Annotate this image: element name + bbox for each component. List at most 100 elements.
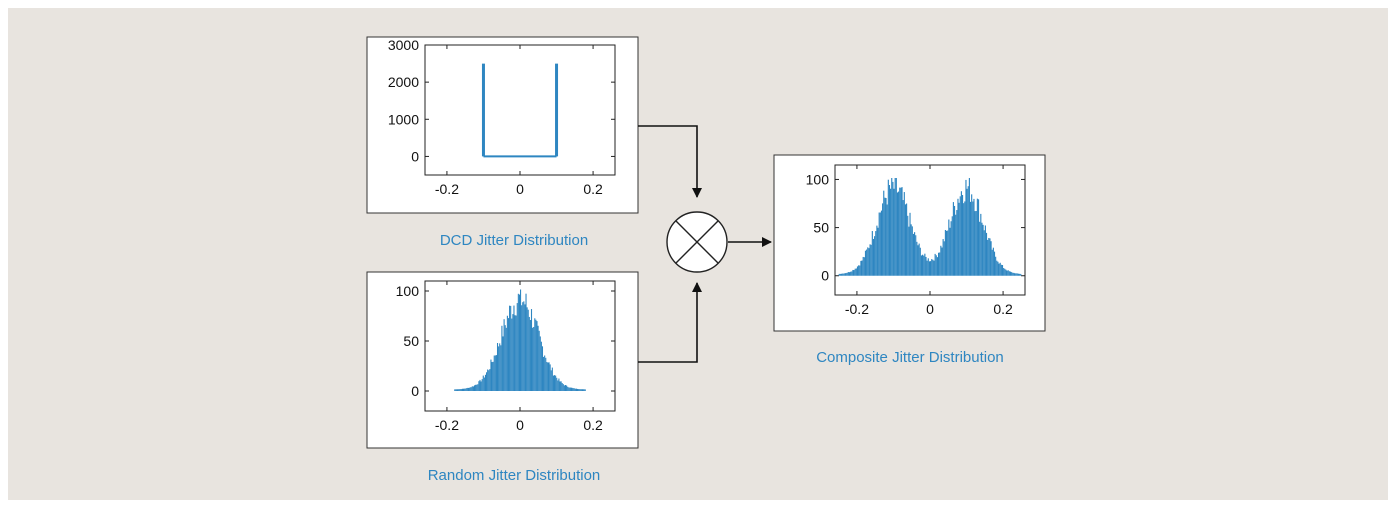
- random-histogram-bar: [516, 303, 518, 391]
- random-histogram-bar: [481, 379, 483, 391]
- random-histogram-bar: [504, 325, 506, 391]
- composite-histogram-bar: [869, 244, 871, 276]
- composite-histogram-bar: [1011, 272, 1013, 276]
- random-ytick-label: 0: [411, 383, 419, 399]
- random-histogram-bar: [486, 372, 488, 391]
- random-histogram-bar: [514, 315, 516, 391]
- composite-histogram-bar: [933, 260, 935, 276]
- composite-histogram-bar: [887, 179, 889, 276]
- random-histogram-bar: [458, 389, 460, 391]
- composite-histogram-bar: [1016, 273, 1018, 276]
- random-histogram-bar: [546, 361, 548, 391]
- random-histogram-bar: [577, 388, 579, 391]
- random-histogram-bar: [495, 355, 497, 391]
- composite-histogram-bar: [945, 230, 948, 276]
- composite-histogram-bar: [1015, 273, 1017, 276]
- composite-histogram-bar: [864, 250, 867, 276]
- composite-histogram-bar: [940, 245, 942, 276]
- random-histogram-bar: [517, 293, 519, 391]
- random-histogram-bar: [544, 355, 546, 391]
- composite-histogram-bar: [888, 185, 891, 276]
- composite-xtick-label: 0: [926, 301, 934, 317]
- random-histogram-bar: [530, 309, 533, 391]
- random-histogram-bar: [568, 387, 570, 391]
- random-histogram-bar: [537, 325, 539, 391]
- composite-histogram-bar: [969, 201, 972, 276]
- composite-histogram-bar: [990, 241, 992, 276]
- composite-histogram-bar: [918, 243, 920, 276]
- random-histogram-bar: [523, 301, 525, 391]
- random-histogram-bar: [557, 380, 559, 391]
- random-histogram-bar: [456, 389, 458, 391]
- random-ytick-label: 100: [396, 283, 420, 299]
- composite-histogram-bar: [920, 255, 923, 276]
- random-histogram-bar: [553, 375, 556, 391]
- random-histogram-bar: [518, 294, 520, 391]
- random-caption: Random Jitter Distribution: [428, 467, 601, 484]
- composite-xtick-label: -0.2: [845, 301, 869, 317]
- composite-histogram-bar: [956, 210, 958, 276]
- composite-histogram-bar: [840, 273, 843, 276]
- random-histogram-bar: [479, 379, 481, 391]
- composite-histogram-bar: [957, 198, 959, 276]
- random-histogram-bar: [578, 389, 580, 391]
- random-histogram-bar: [463, 388, 465, 391]
- composite-histogram-bar: [968, 178, 970, 276]
- random-histogram-bar: [459, 389, 461, 391]
- random-histogram-bar: [493, 355, 495, 391]
- random-histogram-bar: [574, 388, 576, 391]
- composite-histogram-bar: [909, 212, 911, 276]
- composite-histogram-bar: [997, 261, 999, 276]
- random-histogram-bar: [500, 345, 502, 391]
- random-histogram-bar: [511, 318, 513, 391]
- random-histogram-bar: [457, 389, 459, 391]
- composite-histogram-bar: [972, 201, 974, 276]
- composite-histogram-bar: [872, 238, 875, 276]
- random-histogram-bar: [580, 389, 582, 391]
- composite-histogram-bar: [1013, 272, 1015, 276]
- composite-histogram-bar: [904, 204, 907, 276]
- random-histogram-bar: [556, 377, 558, 391]
- composite-histogram-bar: [911, 226, 913, 276]
- composite-histogram-bar: [947, 230, 949, 276]
- random-histogram-bar: [541, 346, 544, 391]
- composite-histogram-bar: [987, 239, 989, 276]
- random-histogram-bar: [484, 374, 487, 391]
- random-histogram-bar: [507, 318, 510, 391]
- composite-histogram-bar: [863, 257, 865, 276]
- random-histogram-bar: [526, 307, 528, 391]
- composite-histogram-bar: [895, 178, 897, 276]
- composite-histogram-bar: [932, 259, 934, 276]
- composite-histogram-bar: [900, 187, 902, 276]
- composite-histogram-bar: [989, 238, 991, 276]
- random-histogram-bar: [569, 387, 571, 391]
- composite-histogram-bar: [856, 266, 859, 276]
- random-histogram-bar: [464, 388, 466, 391]
- composite-histogram-bar: [860, 260, 862, 276]
- random-histogram-bar: [552, 375, 554, 391]
- dcd-ytick-label: 0: [411, 148, 419, 164]
- composite-histogram-bar: [868, 248, 870, 276]
- random-histogram-bar: [480, 381, 482, 391]
- composite-histogram-bar: [974, 211, 976, 276]
- composite-histogram-bar: [959, 196, 961, 276]
- random-histogram-bar: [525, 293, 527, 391]
- composite-histogram-bar: [859, 265, 861, 276]
- composite-histogram-bar: [996, 260, 998, 276]
- composite-histogram-bar: [965, 179, 967, 276]
- composite-histogram-bar: [931, 259, 933, 276]
- composite-histogram-bar: [894, 178, 896, 276]
- random-histogram-bar: [549, 364, 551, 391]
- random-histogram-bar: [472, 386, 474, 391]
- composite-histogram-bar: [935, 255, 937, 276]
- composite-histogram-bar: [853, 270, 855, 276]
- random-histogram-bar: [498, 346, 500, 391]
- random-histogram-bar: [536, 321, 538, 391]
- random-histogram-bar: [532, 327, 534, 391]
- composite-histogram-bar: [977, 199, 980, 276]
- random-histogram-bar: [534, 318, 536, 391]
- random-histogram-bar: [476, 384, 478, 391]
- composite-histogram-bar: [878, 212, 880, 276]
- random-histogram-bar: [572, 388, 574, 391]
- composite-histogram-bar: [866, 249, 868, 276]
